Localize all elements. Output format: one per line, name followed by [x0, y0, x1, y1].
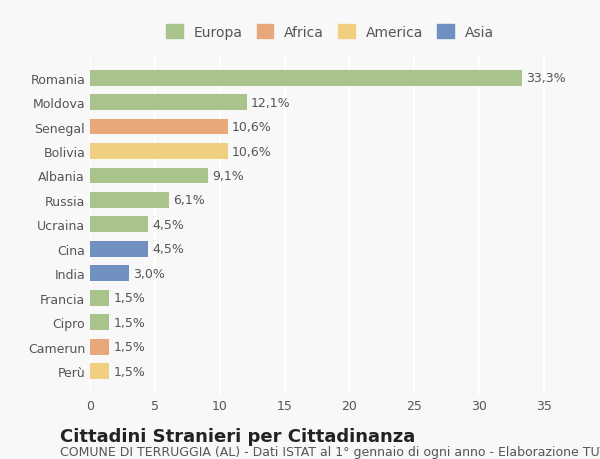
- Bar: [90, 241, 148, 257]
- Text: 10,6%: 10,6%: [232, 145, 271, 158]
- Bar: [90, 95, 247, 111]
- Bar: [90, 290, 109, 306]
- Text: 1,5%: 1,5%: [113, 365, 145, 378]
- Bar: [90, 193, 169, 208]
- Text: COMUNE DI TERRUGGIA (AL) - Dati ISTAT al 1° gennaio di ogni anno - Elaborazione : COMUNE DI TERRUGGIA (AL) - Dati ISTAT al…: [60, 445, 600, 458]
- Text: 3,0%: 3,0%: [133, 267, 164, 280]
- Bar: [90, 314, 109, 330]
- Legend: Europa, Africa, America, Asia: Europa, Africa, America, Asia: [159, 18, 501, 46]
- Text: 1,5%: 1,5%: [113, 316, 145, 329]
- Bar: [90, 144, 227, 160]
- Bar: [90, 339, 109, 355]
- Bar: [90, 119, 227, 135]
- Text: 4,5%: 4,5%: [152, 243, 184, 256]
- Text: 9,1%: 9,1%: [212, 170, 244, 183]
- Text: Cittadini Stranieri per Cittadinanza: Cittadini Stranieri per Cittadinanza: [60, 427, 415, 445]
- Text: 33,3%: 33,3%: [526, 72, 566, 85]
- Bar: [90, 217, 148, 233]
- Bar: [90, 266, 129, 282]
- Text: 6,1%: 6,1%: [173, 194, 205, 207]
- Text: 12,1%: 12,1%: [251, 96, 290, 109]
- Text: 4,5%: 4,5%: [152, 218, 184, 231]
- Text: 1,5%: 1,5%: [113, 341, 145, 353]
- Bar: [90, 71, 522, 86]
- Text: 1,5%: 1,5%: [113, 291, 145, 305]
- Bar: [90, 168, 208, 184]
- Bar: [90, 364, 109, 379]
- Text: 10,6%: 10,6%: [232, 121, 271, 134]
